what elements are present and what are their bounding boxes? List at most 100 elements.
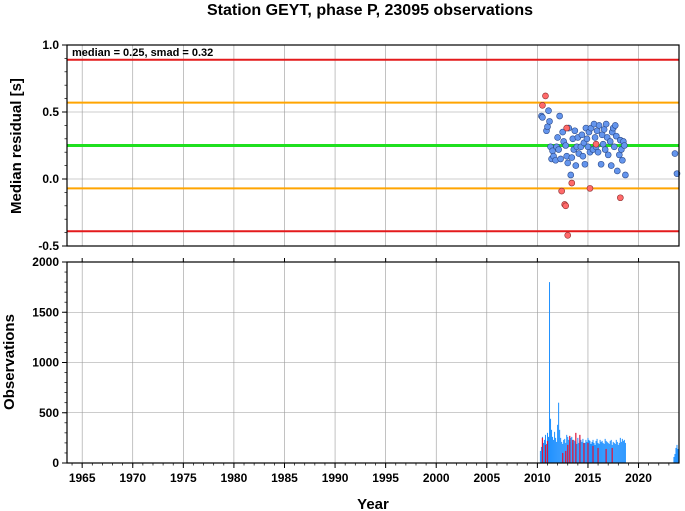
top-y-tick-label: -0.5 — [38, 239, 59, 253]
outlier-bar — [597, 447, 599, 463]
outlier-bar — [569, 435, 571, 463]
outlier-point — [562, 202, 570, 210]
scatter-point — [583, 135, 591, 143]
scatter-point — [555, 146, 562, 153]
observation-bar — [602, 442, 604, 463]
outlier-bar — [572, 439, 574, 463]
x-tick-label: 1985 — [271, 471, 298, 485]
outlier-bar — [579, 434, 581, 463]
observation-bar — [613, 442, 615, 463]
outlier-point — [539, 102, 546, 109]
outlier-point — [563, 124, 571, 132]
observation-bar — [593, 442, 595, 463]
scatter-point — [571, 127, 579, 135]
observation-bar — [560, 437, 562, 463]
stats-annotation: median = 0.25, smad = 0.32 — [72, 47, 213, 59]
x-tick-label: 1990 — [322, 471, 349, 485]
observation-bar — [596, 438, 598, 463]
observation-bar — [674, 453, 676, 463]
outlier-bar — [565, 450, 567, 463]
observation-bar — [540, 446, 542, 463]
outlier-bar — [544, 444, 547, 463]
outlier-bar — [562, 452, 564, 463]
scatter-point — [579, 152, 587, 160]
observation-bar — [566, 434, 568, 463]
x-tick-label: 2020 — [625, 471, 652, 485]
scatter-point — [591, 134, 599, 141]
observation-bar — [591, 441, 593, 463]
outlier-point — [586, 185, 594, 192]
observation-bar — [675, 447, 677, 463]
observation-bar — [558, 402, 560, 463]
x-tick-label: 1975 — [170, 471, 197, 485]
scatter-point — [611, 122, 619, 129]
scatter-point — [622, 171, 629, 179]
scatter-point — [557, 155, 564, 163]
observation-bar — [551, 429, 553, 463]
scatter-point — [601, 146, 609, 153]
top-y-tick-label: 0.5 — [42, 105, 59, 119]
observation-bar — [623, 439, 625, 463]
bottom-y-tick-label: 1000 — [32, 356, 59, 370]
scatter-point — [610, 143, 618, 151]
scatter-point — [562, 142, 570, 149]
observation-bar — [603, 443, 605, 463]
outlier-point — [542, 92, 549, 100]
outlier-point — [558, 187, 565, 195]
observation-bar — [588, 439, 590, 463]
x-tick-label: 2010 — [524, 471, 551, 485]
outlier-point — [564, 231, 572, 239]
scatter-point — [564, 159, 572, 167]
scatter-point — [539, 114, 546, 121]
observation-bar — [552, 436, 554, 463]
outlier-bar — [583, 442, 585, 463]
top-y-tick-label: 1.0 — [42, 38, 59, 52]
observation-bar — [543, 439, 545, 463]
x-tick-label: 2015 — [575, 471, 602, 485]
observation-bar — [554, 431, 556, 463]
observation-bar — [616, 441, 618, 463]
x-ticks: 1965 1970 1975 1980 1985 1990 1995 2000 2005 2010… — [69, 258, 670, 485]
scatter-point — [545, 107, 552, 114]
observation-bar — [594, 444, 596, 463]
bottom-y-tick-label: 2000 — [32, 255, 59, 269]
bottom-panel: 2000 1500 1000 500 0 Observations — [1, 255, 680, 470]
observation-bar — [568, 439, 570, 463]
observation-bar — [599, 439, 601, 463]
observation-bar — [548, 436, 550, 463]
x-tick-label: 2000 — [423, 471, 450, 485]
observation-bar — [601, 440, 603, 463]
scatter-point — [607, 162, 615, 169]
top-y-axis-label: Median residual [s] — [8, 78, 25, 214]
observation-bar — [600, 441, 602, 463]
observation-bar — [607, 442, 609, 463]
outlier-point — [592, 140, 600, 148]
outlier-point — [568, 179, 576, 187]
bottom-y-ticks: 2000 1500 1000 500 0 — [32, 255, 67, 470]
observation-bar — [545, 443, 547, 463]
observation-bar — [555, 437, 557, 463]
observation-bar — [564, 438, 566, 463]
observation-bar — [580, 439, 582, 463]
observation-bar — [556, 441, 558, 463]
observation-bar — [615, 439, 617, 463]
observation-bar — [550, 418, 552, 463]
observation-bar — [604, 438, 606, 463]
scatter-point — [602, 120, 610, 128]
observation-bar — [673, 456, 675, 463]
scatter-point — [604, 151, 612, 159]
x-tick-label: 2005 — [473, 471, 500, 485]
observation-bar — [610, 439, 612, 463]
x-tick-label: 1995 — [372, 471, 399, 485]
scatter-point — [613, 167, 621, 175]
observation-bar — [586, 441, 588, 463]
bottom-y-tick-label: 500 — [39, 406, 59, 420]
observation-bar — [608, 443, 610, 463]
observation-bar — [576, 443, 578, 463]
scatter-point — [621, 142, 628, 149]
x-tick-label: 1980 — [221, 471, 248, 485]
outlier-bar — [611, 447, 613, 463]
observation-bar — [617, 444, 619, 463]
scatter-point — [554, 134, 561, 141]
chart-title: Station GEYT, phase P, 23095 observation… — [207, 2, 533, 19]
